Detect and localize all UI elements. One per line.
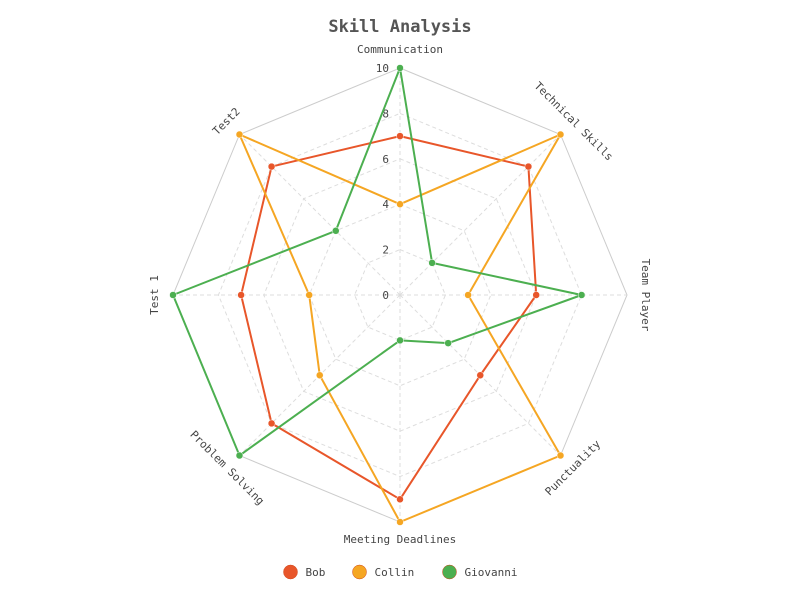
tick-label: 10 xyxy=(376,62,389,75)
legend-item-giovanni[interactable]: Giovanni xyxy=(442,564,518,580)
legend: Bob Collin Giovanni xyxy=(283,564,518,580)
data-point-giovanni[interactable] xyxy=(428,259,436,267)
axis-label: Team Player xyxy=(639,259,652,332)
data-point-giovanni[interactable] xyxy=(169,291,177,299)
legend-item-bob[interactable]: Bob xyxy=(283,564,326,580)
data-point-collin[interactable] xyxy=(305,291,313,299)
legend-label: Collin xyxy=(375,566,415,579)
grid-spoke xyxy=(399,134,561,296)
legend-marker xyxy=(352,564,367,580)
series-group xyxy=(169,64,586,526)
data-point-bob[interactable] xyxy=(267,419,276,428)
series-collin xyxy=(235,130,565,526)
axis-label: Communication xyxy=(357,43,443,56)
tick-label: 4 xyxy=(382,198,389,211)
legend-label: Giovanni xyxy=(465,566,518,579)
chart-title: Skill Analysis xyxy=(328,17,471,37)
data-point-bob[interactable] xyxy=(396,495,404,504)
data-point-collin[interactable] xyxy=(315,371,324,380)
tick-label: 6 xyxy=(382,153,389,166)
series-giovanni xyxy=(169,64,586,460)
axis-label: Punctuality xyxy=(543,437,604,498)
grid-spoke xyxy=(239,134,401,296)
axis-label: Meeting Deadlines xyxy=(344,533,457,546)
grid-ring xyxy=(354,249,446,341)
series-line-bob xyxy=(240,135,538,501)
legend-label: Bob xyxy=(306,566,326,579)
data-point-giovanni[interactable] xyxy=(332,227,340,235)
data-point-bob[interactable] xyxy=(532,291,540,299)
data-point-collin[interactable] xyxy=(396,518,404,526)
tick-labels: 0 2 4 6 8 10 xyxy=(376,62,390,302)
data-point-collin[interactable] xyxy=(556,451,565,460)
data-point-giovanni[interactable] xyxy=(444,339,452,347)
data-point-collin[interactable] xyxy=(556,130,565,139)
axis-label: Test 1 xyxy=(148,275,161,315)
data-point-giovanni[interactable] xyxy=(577,291,586,299)
tick-label: 8 xyxy=(382,107,389,120)
data-point-collin[interactable] xyxy=(464,291,472,299)
data-point-giovanni[interactable] xyxy=(235,451,244,460)
data-point-bob[interactable] xyxy=(476,371,485,380)
tick-label: 0 xyxy=(382,289,389,302)
data-point-bob[interactable] xyxy=(267,162,276,171)
data-point-collin[interactable] xyxy=(235,130,244,139)
data-point-bob[interactable] xyxy=(524,162,533,171)
series-line-giovanni xyxy=(172,67,583,457)
data-point-bob[interactable] xyxy=(237,291,245,299)
grid-ring xyxy=(217,112,583,478)
grid-ring xyxy=(308,203,492,387)
series-bob xyxy=(237,132,540,504)
legend-marker xyxy=(283,564,298,580)
data-point-giovanni[interactable] xyxy=(396,64,404,72)
data-point-collin[interactable] xyxy=(396,200,404,208)
legend-marker xyxy=(442,564,457,580)
legend-item-collin[interactable]: Collin xyxy=(352,564,415,580)
data-point-giovanni[interactable] xyxy=(396,336,404,345)
data-point-bob[interactable] xyxy=(396,132,404,140)
tick-label: 2 xyxy=(382,244,389,257)
